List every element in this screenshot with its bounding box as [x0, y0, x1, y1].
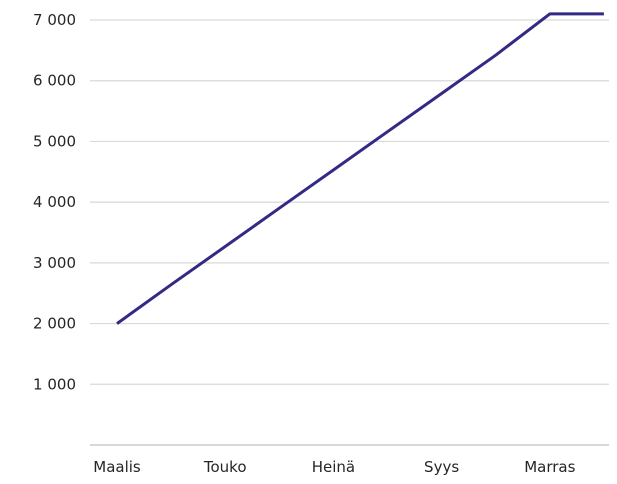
- x-axis-tick-labels: Maalis Touko Heinä Syys Marras: [93, 458, 575, 476]
- y-tick-label: 2 000: [33, 315, 76, 333]
- x-tick-label: Touko: [203, 458, 247, 476]
- y-tick-label: 4 000: [33, 193, 76, 211]
- x-tick-label: Marras: [524, 458, 575, 476]
- series-layer: [116, 12, 604, 325]
- x-tick-label: Heinä: [312, 458, 355, 476]
- y-tick-label: 6 000: [33, 72, 76, 90]
- y-tick-label: 3 000: [33, 254, 76, 272]
- y-axis-tick-labels: 1 000 2 000 3 000 4 000 5 000 6 000 7 000: [33, 11, 76, 393]
- x-tick-label: Syys: [424, 458, 459, 476]
- y-tick-label: 5 000: [33, 132, 76, 150]
- series-line-0: [116, 12, 604, 325]
- gridlines: [90, 19, 609, 385]
- y-tick-label: 1 000: [33, 375, 76, 393]
- x-tick-label: Maalis: [93, 458, 141, 476]
- y-tick-label: 7 000: [33, 11, 76, 29]
